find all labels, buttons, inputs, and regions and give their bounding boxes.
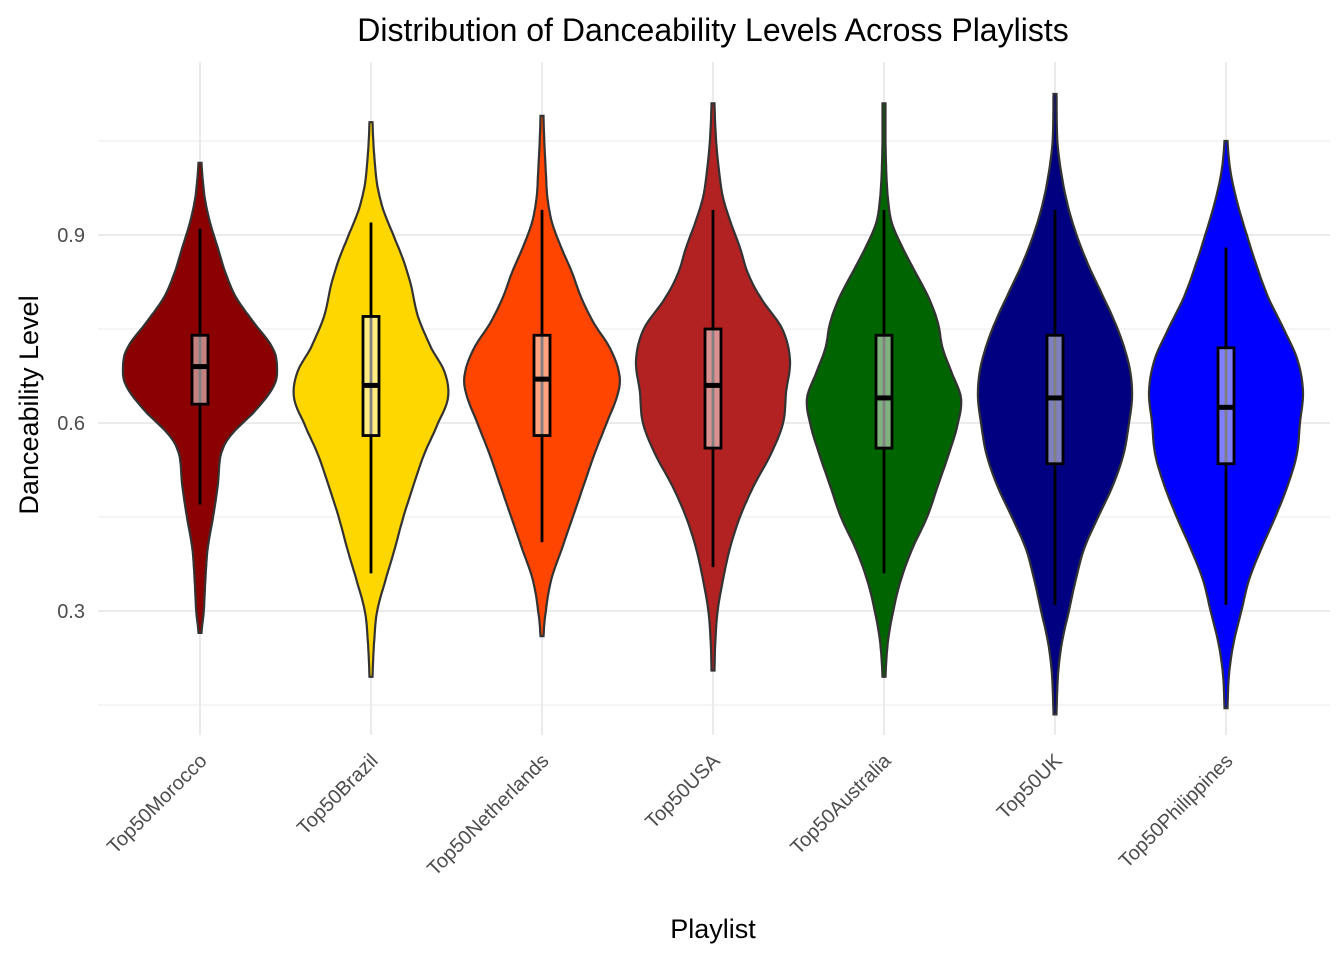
x-tick-label: Top50Morocco bbox=[103, 750, 211, 858]
x-tick-label: Top50USA bbox=[641, 750, 725, 834]
x-axis-ticks: Top50Morocco Top50Brazil Top50Netherlands T… bbox=[103, 749, 1237, 880]
y-tick-label: 0.9 bbox=[57, 225, 85, 247]
iqr-box-morocco bbox=[190, 333, 210, 406]
iqr-box-netherlands bbox=[532, 333, 552, 437]
y-axis-title: Danceability Level bbox=[14, 295, 44, 514]
x-tick-label: Top50UK bbox=[993, 750, 1067, 824]
violin-layer bbox=[121, 92, 1305, 716]
x-tick-label: Top50Australia bbox=[786, 749, 896, 859]
y-axis-ticks: 0.3 0.6 0.9 bbox=[57, 225, 85, 623]
iqr-box-brazil bbox=[361, 315, 381, 437]
x-axis-title: Playlist bbox=[670, 914, 756, 944]
x-tick-label: Top50Philippines bbox=[1115, 750, 1237, 872]
y-tick-label: 0.3 bbox=[57, 601, 85, 623]
x-tick-label: Top50Brazil bbox=[293, 750, 382, 839]
x-tick-label: Top50Netherlands bbox=[423, 750, 553, 880]
iqr-box-australia bbox=[874, 333, 894, 450]
chart-title: Distribution of Danceability Levels Acro… bbox=[357, 12, 1068, 48]
iqr-box-usa bbox=[703, 327, 723, 450]
y-tick-label: 0.6 bbox=[57, 413, 85, 435]
